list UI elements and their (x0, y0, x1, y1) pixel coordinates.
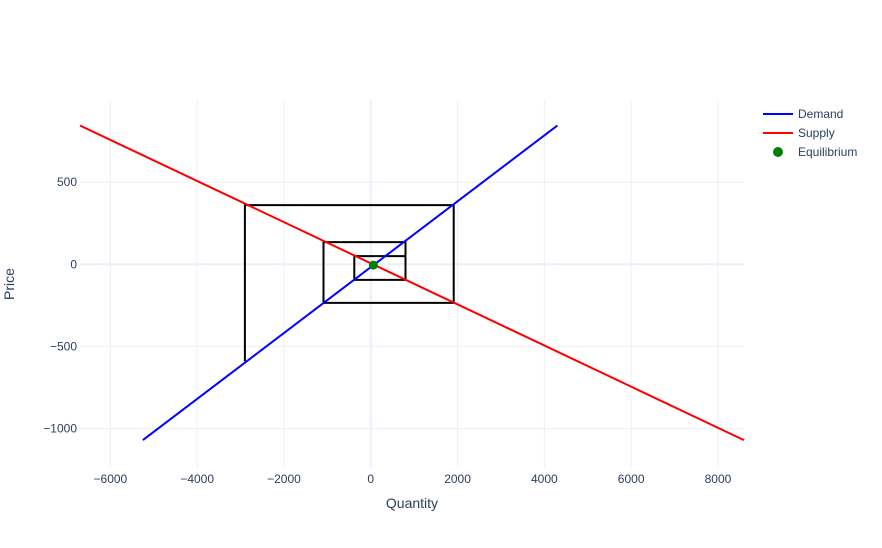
tick-labels: −6000 −4000 −2000 0 2000 4000 6000 8000 −1000 −50… (43, 175, 731, 486)
x-tick-label: −2000 (267, 472, 301, 486)
legend-label: Equilibrium (798, 145, 857, 159)
x-tick-label: 6000 (618, 472, 645, 486)
y-tick-label: 500 (57, 175, 77, 189)
x-tick-label: −6000 (94, 472, 128, 486)
equilibrium-point (368, 260, 378, 270)
x-tick-label: −4000 (180, 472, 214, 486)
x-tick-label: 4000 (531, 472, 558, 486)
zero-lines (80, 100, 744, 468)
legend-swatch (773, 147, 783, 157)
demand-line (142, 124, 559, 441)
plot-area (79, 124, 745, 442)
y-tick-label: 0 (70, 257, 77, 271)
y-axis-title: Price (1, 268, 17, 300)
legend-label: Demand (798, 107, 843, 121)
legend: Demand Supply Equilibrium (763, 107, 857, 159)
y-tick-label: −1000 (43, 422, 77, 436)
legend-label: Supply (798, 126, 835, 140)
x-axis-title: Quantity (386, 495, 438, 511)
supply-line (79, 124, 745, 442)
x-tick-label: 0 (367, 472, 374, 486)
legend-item-supply[interactable]: Supply (763, 126, 835, 140)
y-tick-label: −500 (50, 339, 77, 353)
grid (80, 100, 744, 468)
legend-item-equilibrium[interactable]: Equilibrium (773, 145, 857, 159)
cobweb-path (243, 204, 455, 362)
x-tick-label: 8000 (705, 472, 732, 486)
x-tick-label: 2000 (444, 472, 471, 486)
legend-item-demand[interactable]: Demand (763, 107, 843, 121)
